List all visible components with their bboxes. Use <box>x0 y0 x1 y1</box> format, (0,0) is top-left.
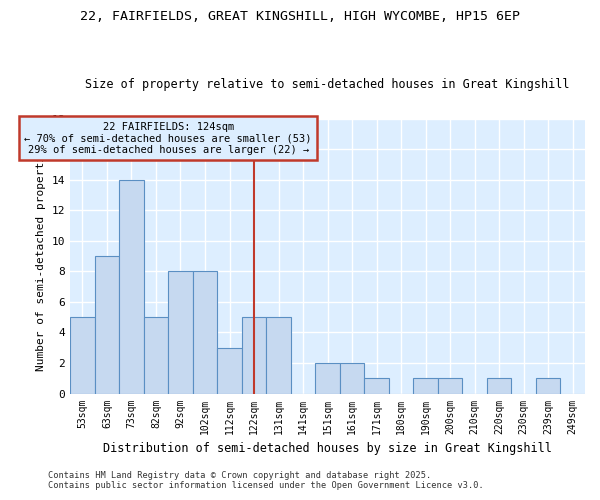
Bar <box>340 363 364 394</box>
Bar <box>168 272 193 394</box>
Bar <box>364 378 389 394</box>
Text: 22, FAIRFIELDS, GREAT KINGSHILL, HIGH WYCOMBE, HP15 6EP: 22, FAIRFIELDS, GREAT KINGSHILL, HIGH WY… <box>80 10 520 23</box>
Title: Size of property relative to semi-detached houses in Great Kingshill: Size of property relative to semi-detach… <box>85 78 570 91</box>
Bar <box>144 317 168 394</box>
Bar <box>536 378 560 394</box>
Bar <box>119 180 144 394</box>
Bar <box>266 317 291 394</box>
Bar <box>70 317 95 394</box>
Bar <box>413 378 438 394</box>
Text: Contains HM Land Registry data © Crown copyright and database right 2025.
Contai: Contains HM Land Registry data © Crown c… <box>48 470 484 490</box>
Bar <box>95 256 119 394</box>
Bar <box>438 378 463 394</box>
Bar <box>487 378 511 394</box>
X-axis label: Distribution of semi-detached houses by size in Great Kingshill: Distribution of semi-detached houses by … <box>103 442 552 455</box>
Bar <box>242 317 266 394</box>
Text: 22 FAIRFIELDS: 124sqm
← 70% of semi-detached houses are smaller (53)
29% of semi: 22 FAIRFIELDS: 124sqm ← 70% of semi-deta… <box>25 122 312 155</box>
Bar <box>217 348 242 394</box>
Y-axis label: Number of semi-detached properties: Number of semi-detached properties <box>36 142 46 371</box>
Bar <box>193 272 217 394</box>
Bar <box>316 363 340 394</box>
